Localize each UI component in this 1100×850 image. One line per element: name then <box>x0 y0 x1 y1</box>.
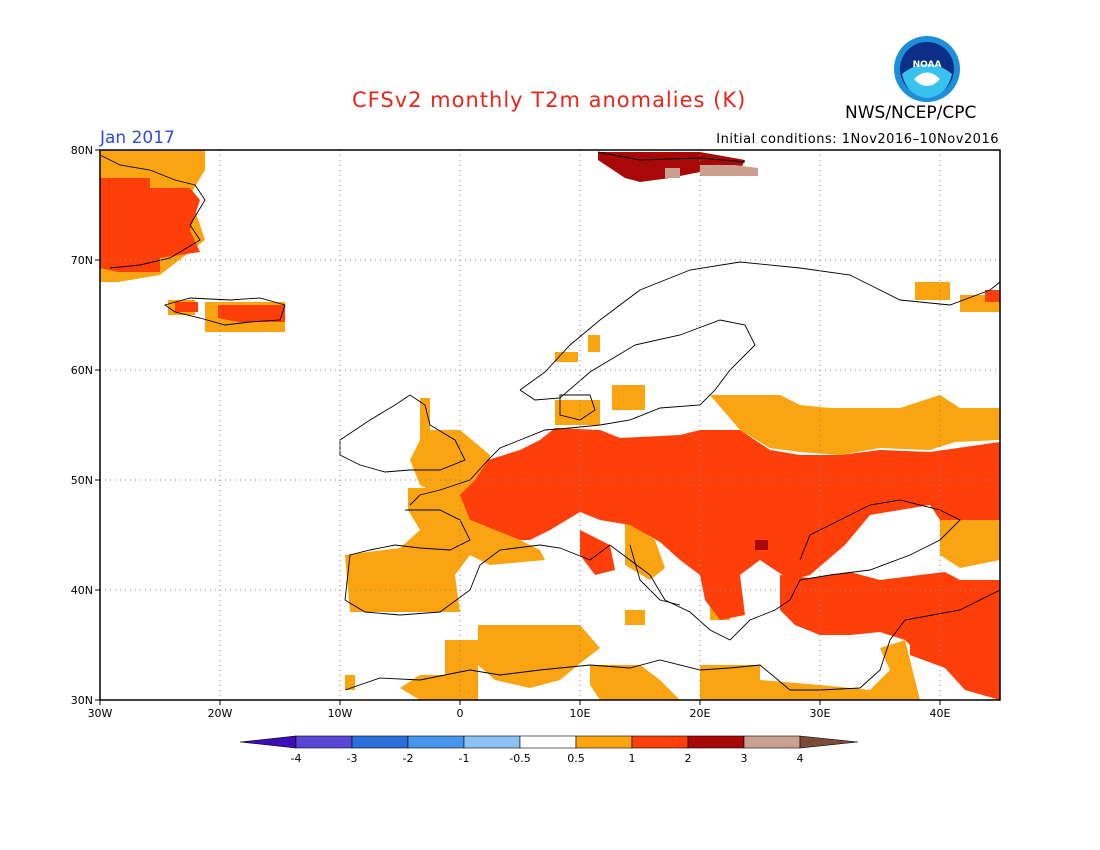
legend-swatch <box>631 735 689 749</box>
legend-swatch <box>351 735 409 749</box>
initial-conditions: Initial conditions: 1Nov2016–10Nov2016 <box>716 132 999 147</box>
agency-label: NWS/NCEP/CPC <box>845 103 977 123</box>
lon-tick-label: 10E <box>570 707 591 720</box>
lon-tick-label: 10W <box>328 707 353 720</box>
lon-tick-label: 0 <box>457 707 464 720</box>
legend-swatch <box>295 735 353 749</box>
legend-swatch <box>799 735 859 749</box>
lon-tick-label: 20W <box>208 707 233 720</box>
forecast-month: Jan 2017 <box>100 128 175 148</box>
lat-tick-label: 60N <box>71 364 93 377</box>
lon-tick-label: 40E <box>930 707 951 720</box>
color-bar-legend: -4 -3 -2 -1 -0.5 0.5 1 2 3 4 <box>239 735 859 765</box>
noaa-logo-text: NOAA <box>913 60 942 70</box>
legend-label: 3 <box>741 752 748 765</box>
legend-label: -0.5 <box>509 752 530 765</box>
lat-tick-label: 50N <box>71 474 93 487</box>
legend-label: 1 <box>629 752 636 765</box>
lon-tick-label: 30E <box>810 707 831 720</box>
legend-label: -1 <box>459 752 470 765</box>
legend-label: -4 <box>291 752 302 765</box>
map-frame <box>99 149 1001 701</box>
legend-swatch <box>463 735 521 749</box>
legend-swatch <box>519 735 577 749</box>
map-title: CFSv2 monthly T2m anomalies (K) <box>352 88 747 112</box>
anomaly-shading <box>100 150 1000 700</box>
legend-swatch <box>743 735 801 749</box>
lat-tick-label: 40N <box>71 584 93 597</box>
lat-tick-label: 30N <box>71 694 93 707</box>
legend-label: 4 <box>797 752 804 765</box>
legend-swatch <box>687 735 745 749</box>
legend-swatch <box>239 735 297 749</box>
legend-label: 0.5 <box>567 752 585 765</box>
legend-swatch <box>575 735 633 749</box>
lon-tick-label: 20E <box>690 707 711 720</box>
lon-tick-label: 30W <box>88 707 113 720</box>
lat-tick-label: 80N <box>71 144 93 157</box>
legend-label: -3 <box>347 752 358 765</box>
legend-label: -2 <box>403 752 414 765</box>
noaa-logo: NOAA <box>894 36 960 102</box>
legend-swatch <box>407 735 465 749</box>
lat-tick-label: 70N <box>71 254 93 267</box>
graticule <box>100 150 1000 700</box>
legend-label: 2 <box>685 752 692 765</box>
